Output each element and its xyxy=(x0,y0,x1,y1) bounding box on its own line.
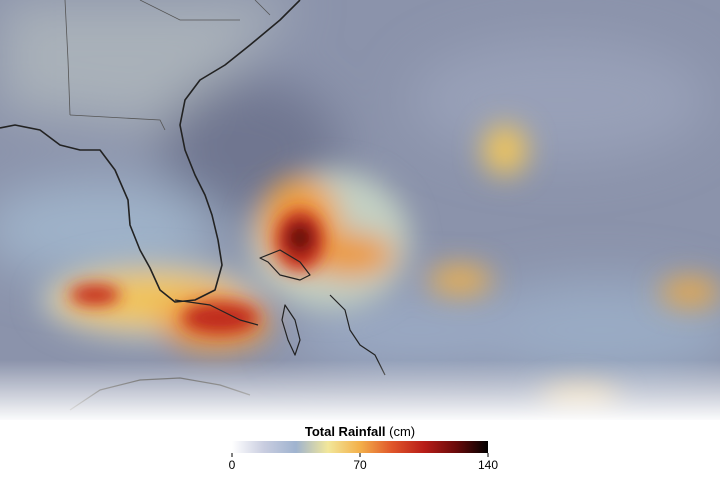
color-scale xyxy=(232,441,488,453)
legend-title: Total Rainfall (cm) xyxy=(305,424,415,439)
tick-label: 0 xyxy=(229,458,236,472)
legend-unit: (cm) xyxy=(389,424,415,439)
legend: Total Rainfall (cm) 0 70 140 xyxy=(229,424,499,472)
tick-label: 140 xyxy=(478,458,498,472)
tick-label: 70 xyxy=(353,458,367,472)
legend-title-text: Total Rainfall xyxy=(305,424,386,439)
